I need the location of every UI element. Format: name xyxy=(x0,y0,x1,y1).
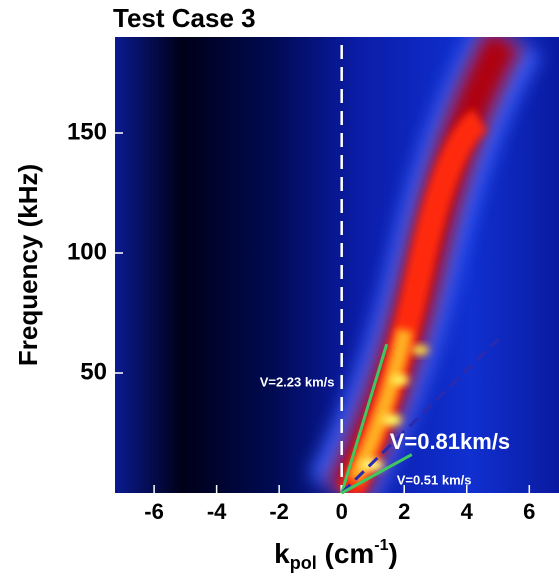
heatmap xyxy=(115,37,559,493)
x-tick-label: -2 xyxy=(269,499,289,524)
velocity-line xyxy=(340,338,500,495)
velocity-line xyxy=(340,453,413,495)
y-axis-label: Frequency (kHz) xyxy=(13,164,43,366)
hot-spot xyxy=(391,375,409,385)
x-tick-label: 0 xyxy=(336,499,348,524)
x-axis-label: kpol (cm-1) xyxy=(274,537,398,573)
x-tick-label: 2 xyxy=(398,499,410,524)
hot-spot xyxy=(382,414,402,426)
chart-title: Test Case 3 xyxy=(113,3,256,33)
x-tick-label: 6 xyxy=(523,499,535,524)
y-tick-label: 150 xyxy=(67,118,107,145)
velocity-label: V=0.51 km/s xyxy=(397,472,472,487)
x-label-sub: pol xyxy=(290,553,317,573)
hot-spot xyxy=(411,345,429,355)
x-label-sup: -1 xyxy=(374,537,388,554)
x-label-rest: (cm xyxy=(317,538,375,569)
y-tick-label: 50 xyxy=(80,358,107,385)
y-tick-label: 100 xyxy=(67,238,107,265)
x-label-base: k xyxy=(274,538,290,569)
velocity-label: V=2.23 km/s xyxy=(260,374,335,389)
velocity-label: V=0.81km/s xyxy=(390,429,510,454)
velocity-line xyxy=(340,343,389,494)
x-tick-label: 4 xyxy=(461,499,474,524)
x-tick-label: -4 xyxy=(207,499,227,524)
x-tick-label: -6 xyxy=(144,499,164,524)
x-label-end: ) xyxy=(389,538,398,569)
